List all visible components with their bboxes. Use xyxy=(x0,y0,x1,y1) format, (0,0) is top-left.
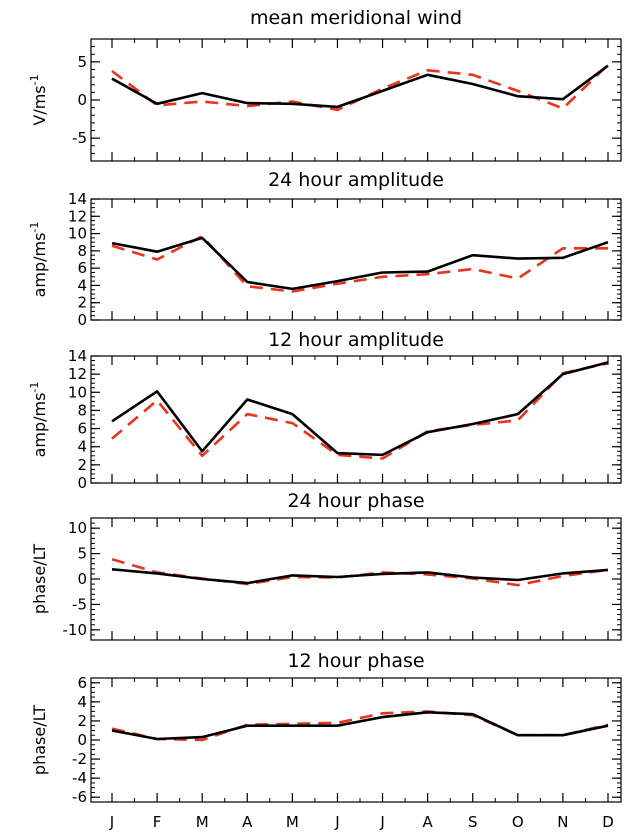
x-tick-label: J xyxy=(109,813,114,831)
axes-frame xyxy=(90,517,622,641)
axes-frame xyxy=(90,355,622,484)
x-tick-label: S xyxy=(468,813,478,831)
y-tick-label: 8 xyxy=(77,242,87,260)
x-tick-label: O xyxy=(512,813,524,831)
y-axis-label: amp/ms-1 xyxy=(28,382,49,458)
y-tick-label: 4 xyxy=(77,438,87,456)
panel-1: mean meridional wind -5 0 5 V/ms-1 xyxy=(28,7,622,162)
y-tick-label: 14 xyxy=(68,347,87,365)
y-tick-label: 4 xyxy=(77,276,87,294)
axes-frame xyxy=(90,198,622,321)
y-tick-label: -6 xyxy=(72,788,87,806)
y-tick-label: 6 xyxy=(77,674,87,692)
x-tick-label: M xyxy=(286,813,299,831)
y-tick-label: 2 xyxy=(77,294,87,312)
y-axis-label-base: phase/LT xyxy=(30,544,49,614)
panel-title: 12 hour amplitude xyxy=(268,329,444,351)
y-tick-label: 5 xyxy=(77,53,87,71)
panel-title: 24 hour phase xyxy=(287,490,424,512)
y-tick-label: -10 xyxy=(63,621,88,639)
series-dashed xyxy=(111,362,609,460)
y-tick-label: -2 xyxy=(72,750,87,768)
y-tick-label: 0 xyxy=(77,731,87,749)
series-solid xyxy=(111,64,609,109)
y-axis-label-sup: -1 xyxy=(28,222,41,233)
x-tick-label: N xyxy=(557,813,568,831)
y-tick-label: 10 xyxy=(68,383,87,401)
panel-4: 24 hour phase -10 -5 0 5 10 phase/LT xyxy=(30,490,622,641)
series-solid xyxy=(111,710,609,741)
axes-frame xyxy=(90,677,622,803)
x-tick-label: D xyxy=(602,813,614,831)
y-tick-label: 0 xyxy=(77,474,87,492)
series-dashed xyxy=(111,63,609,112)
y-tick-label: 12 xyxy=(68,365,87,383)
x-tick-label: M xyxy=(196,813,209,831)
y-tick-label: 12 xyxy=(68,207,87,225)
y-tick-label: -5 xyxy=(72,129,87,147)
y-axis-label-base: amp/ms xyxy=(30,393,49,458)
y-axis-label-base: phase/LT xyxy=(30,705,49,775)
y-tick-label: 0 xyxy=(77,91,87,109)
series-solid xyxy=(111,361,609,457)
y-axis-label-sup: -1 xyxy=(28,382,41,393)
y-axis-label-base: amp/ms xyxy=(30,233,49,298)
y-axis-label: phase/LT xyxy=(30,544,49,614)
x-tick-label: A xyxy=(242,813,253,831)
series-solid xyxy=(111,568,609,585)
x-tick-label: J xyxy=(334,813,339,831)
y-tick-label: 6 xyxy=(77,420,87,438)
y-tick-label: 14 xyxy=(68,190,87,208)
panel-title: 24 hour amplitude xyxy=(268,169,444,191)
series-solid xyxy=(111,236,609,291)
y-tick-label: 10 xyxy=(68,519,87,537)
y-axis-label-base: V/ms xyxy=(30,85,49,125)
y-tick-label: 2 xyxy=(77,456,87,474)
panel-title: 12 hour phase xyxy=(287,650,424,672)
y-tick-label: 0 xyxy=(77,570,87,588)
y-tick-label: 10 xyxy=(68,225,87,243)
y-tick-label: 5 xyxy=(77,545,87,563)
y-axis-label: amp/ms-1 xyxy=(28,222,49,298)
y-tick-label: 4 xyxy=(77,693,87,711)
y-tick-label: 6 xyxy=(77,259,87,277)
series-dashed xyxy=(111,234,608,293)
y-tick-label: -5 xyxy=(72,595,87,613)
y-axis-label: V/ms-1 xyxy=(28,74,49,125)
y-axis-label-sup: -1 xyxy=(28,74,41,85)
y-tick-label: 8 xyxy=(77,401,87,419)
y-axis-label: phase/LT xyxy=(30,705,49,775)
y-tick-label: -4 xyxy=(72,769,87,787)
series-dashed xyxy=(111,557,609,587)
x-tick-label: F xyxy=(153,813,162,831)
x-tick-label: A xyxy=(423,813,434,831)
y-tick-label: 0 xyxy=(77,311,87,329)
x-tick-label: J xyxy=(379,813,384,831)
panel-title: mean meridional wind xyxy=(250,7,462,29)
y-tick-label: 2 xyxy=(77,712,87,730)
